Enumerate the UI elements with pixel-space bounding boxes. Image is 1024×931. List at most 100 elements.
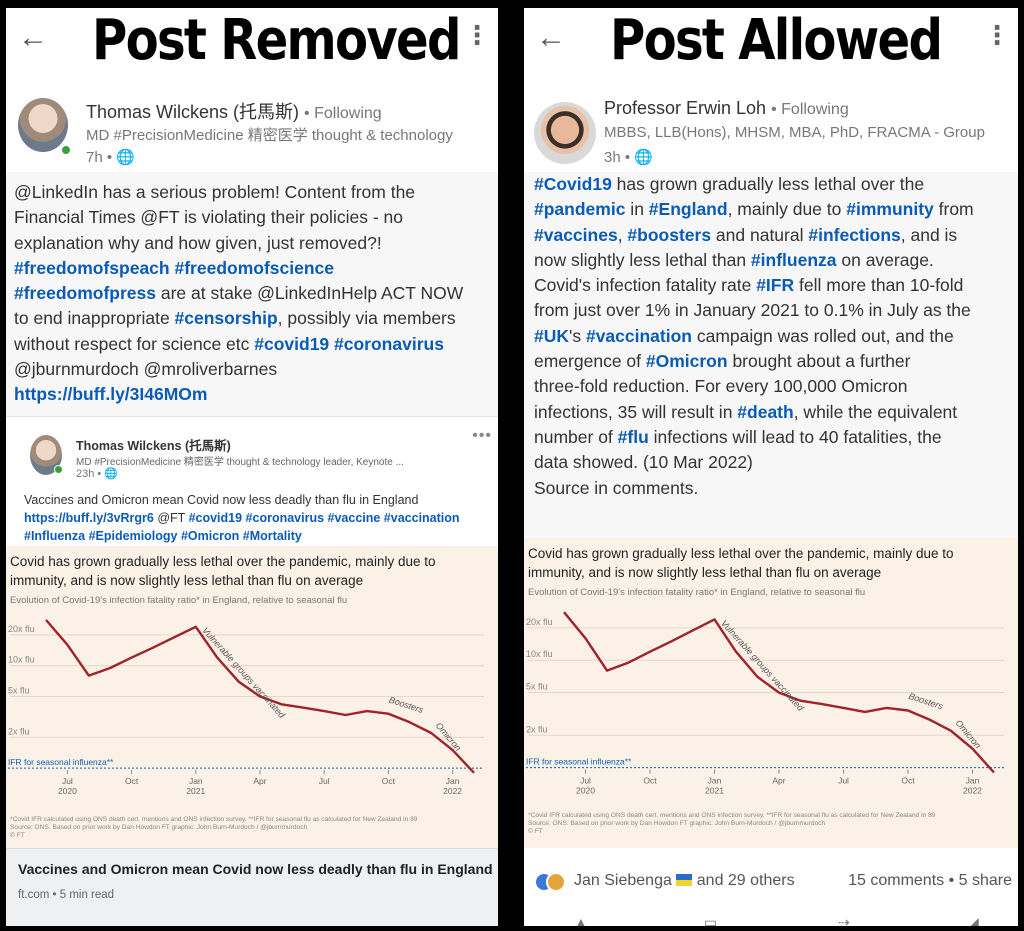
y-tick-label: 2x flu [526, 724, 548, 734]
chart-footnote-line: *Covid IFR calculated using ONS death ce… [528, 812, 936, 819]
post-time: 7h • 🌐 [86, 148, 135, 166]
hashtag-link[interactable]: #death [737, 401, 794, 422]
post-header: Professor Erwin Loh • Following MBBS, LL… [524, 72, 1018, 172]
post-action-bar: ▲ ▭ ⇢ ◢ [524, 914, 1018, 926]
text-line: infections, 35 will result in #death, wh… [534, 400, 974, 425]
text-segment: , while the equivalent [793, 401, 958, 422]
chart-annotation: Vulnerable groups vaccinated [719, 618, 806, 713]
hashtag-link[interactable]: #freedomofscience [174, 257, 334, 278]
text-line: from just over 1% in January 2021 to 0.1… [534, 298, 974, 323]
url-link[interactable]: https://buff.ly/3I46MOm [14, 384, 208, 405]
hashtag-link[interactable]: #IFR [756, 275, 795, 296]
text-segment: campaign was rolled out, and the [692, 325, 954, 346]
chart-footnote-line: © FT [528, 828, 543, 835]
chart-footnote-line: Source: ONS. Based on prior work by Dan … [528, 820, 826, 827]
repost-icon[interactable]: ⇢ [838, 914, 850, 926]
more-dots-icon[interactable]: ••• [472, 427, 492, 444]
text-segment: has grown gradually less lethal over the [611, 174, 925, 194]
chart-annotation: Vulnerable groups vaccinated [200, 625, 287, 720]
x-tick-year-label: 2021 [186, 786, 205, 796]
hashtag-link[interactable]: #immunity [846, 199, 934, 220]
chart-footnote: *Covid IFR calculated using ONS death ce… [528, 812, 935, 836]
article-link-card[interactable]: Vaccines and Omicron mean Covid now less… [6, 848, 498, 926]
post-allowed-panel: ← Post Allowed ⋮ Professor Erwin Loh • F… [524, 8, 1018, 926]
chart-title-line: Covid has grown gradually less lethal ov… [10, 554, 436, 569]
kebab-menu-icon[interactable]: ⋮ [464, 20, 490, 50]
avatar[interactable] [18, 98, 68, 152]
avatar[interactable] [534, 102, 596, 164]
baseline-label: IFR for seasonal influenza** [8, 757, 114, 767]
hashtag-link[interactable]: #coronavirus [334, 333, 444, 354]
text-segment: to end inappropriate [14, 308, 175, 329]
hashtag-link[interactable]: #Influenza #Epidemiology #Omicron #Morta… [24, 529, 302, 543]
article-title[interactable]: Vaccines and Omicron mean Covid now less… [18, 861, 493, 877]
text-line: emergence of #Omicron brought about a fu… [534, 349, 974, 374]
text-line: now slightly less lethal than #influenza… [534, 248, 974, 273]
hashtag-link[interactable]: #covid19 #coronavirus #vaccine #vaccinat… [188, 511, 460, 525]
back-arrow-icon[interactable]: ← [18, 21, 48, 54]
hashtag-link[interactable]: #Covid19 [534, 174, 612, 194]
text-segment: Source in comments. [534, 477, 699, 498]
author-line[interactable]: Professor Erwin Loh • Following [604, 98, 849, 119]
text-segment: from [933, 199, 974, 220]
reactors-summary[interactable]: Jan Siebenga and 29 others [574, 872, 795, 890]
author-name[interactable]: Professor Erwin Loh [604, 98, 767, 118]
hashtag-link[interactable]: #flu [617, 426, 649, 447]
x-tick-label: Apr [253, 776, 266, 786]
hashtag-link[interactable]: #vaccination [585, 325, 692, 346]
back-arrow-icon[interactable]: ← [536, 21, 566, 54]
text-line: Source in comments. [534, 476, 974, 501]
ukraine-flag-icon [676, 874, 693, 886]
post-body: #Covid19 has grown gradually less lethal… [534, 172, 974, 501]
reshared-post[interactable]: Thomas Wilckens (托馬斯) MD #PrecisionMedic… [6, 416, 498, 546]
reaction-icons[interactable] [534, 872, 574, 894]
hashtag-link[interactable]: #England [648, 199, 728, 220]
hashtag-link[interactable]: #boosters [627, 224, 712, 245]
hashtag-link[interactable]: #influenza [750, 249, 837, 270]
reactor-name: Jan Siebenga [574, 872, 672, 889]
text-line: #freedomofspeach #freedomofscience [14, 256, 463, 281]
article-source: ft.com • 5 min read [18, 889, 115, 901]
y-tick-label: 10x flu [8, 655, 35, 665]
kebab-menu-icon[interactable]: ⋮ [984, 20, 1010, 50]
post-removed-panel: ← Post Removed ⋮ Thomas Wilckens (托馬斯) •… [6, 8, 498, 926]
author-line[interactable]: Thomas Wilckens (托馬斯) • Following [86, 98, 382, 124]
hashtag-link[interactable]: #vaccines [534, 224, 618, 245]
text-segment: Vaccines and Omicron mean Covid now less… [24, 493, 419, 507]
author-name[interactable]: Thomas Wilckens (托馬斯) [86, 102, 300, 122]
engagement-counts[interactable]: 15 comments • 5 share [848, 872, 1012, 889]
chart-title-line: Covid has grown gradually less lethal ov… [528, 546, 954, 561]
hashtag-link[interactable]: #freedomofpress [14, 283, 156, 304]
text-segment: Covid's infection fatality rate [534, 275, 757, 296]
text-line: Covid's infection fatality rate #IFR fel… [534, 273, 974, 298]
text-line: Vaccines and Omicron mean Covid now less… [24, 491, 460, 509]
x-tick-label: Oct [125, 776, 139, 786]
hashtag-link[interactable]: #infections [808, 224, 901, 245]
chart-footnote-line: Source: ONS. Based on prior work by Dan … [10, 824, 308, 831]
ifr-chart: Covid has grown gradually less lethal ov… [524, 538, 1018, 848]
hashtag-link[interactable]: #Omicron [645, 351, 728, 372]
text-segment: in [625, 199, 649, 220]
hashtag-link[interactable]: #censorship [174, 308, 278, 329]
text-segment: now slightly less lethal than [534, 249, 751, 270]
hashtag-link[interactable]: #covid19 [254, 333, 330, 354]
text-line: number of #flu infections will lead to 4… [534, 425, 974, 450]
reactions-bar: Jan Siebenga and 29 others 15 comments •… [524, 848, 1018, 926]
text-line: #Covid19 has grown gradually less lethal… [534, 172, 974, 197]
send-icon[interactable]: ◢ [968, 914, 979, 926]
text-line: data showed. (10 Mar 2022) [534, 450, 974, 475]
hashtag-link[interactable]: #pandemic [534, 199, 626, 220]
x-tick-label: Jul [62, 776, 73, 786]
like-icon[interactable]: ▲ [574, 914, 588, 926]
text-line: https://buff.ly/3vRrgr6 @FT #covid19 #co… [24, 509, 460, 527]
reshared-author-name[interactable]: Thomas Wilckens (托馬斯) [76, 439, 231, 453]
globe-icon: 🌐 [104, 468, 119, 480]
hashtag-link[interactable]: #UK [534, 325, 570, 346]
globe-icon: 🌐 [634, 149, 653, 166]
hashtag-link[interactable]: #freedomofspeach [14, 257, 170, 278]
post-time: 3h • 🌐 [604, 148, 653, 166]
comment-icon[interactable]: ▭ [704, 914, 718, 926]
chart-footnote: *Covid IFR calculated using ONS death ce… [10, 816, 417, 840]
ifr-chart: Covid has grown gradually less lethal ov… [6, 546, 498, 848]
url-link[interactable]: https://buff.ly/3vRrgr6 [24, 511, 154, 525]
